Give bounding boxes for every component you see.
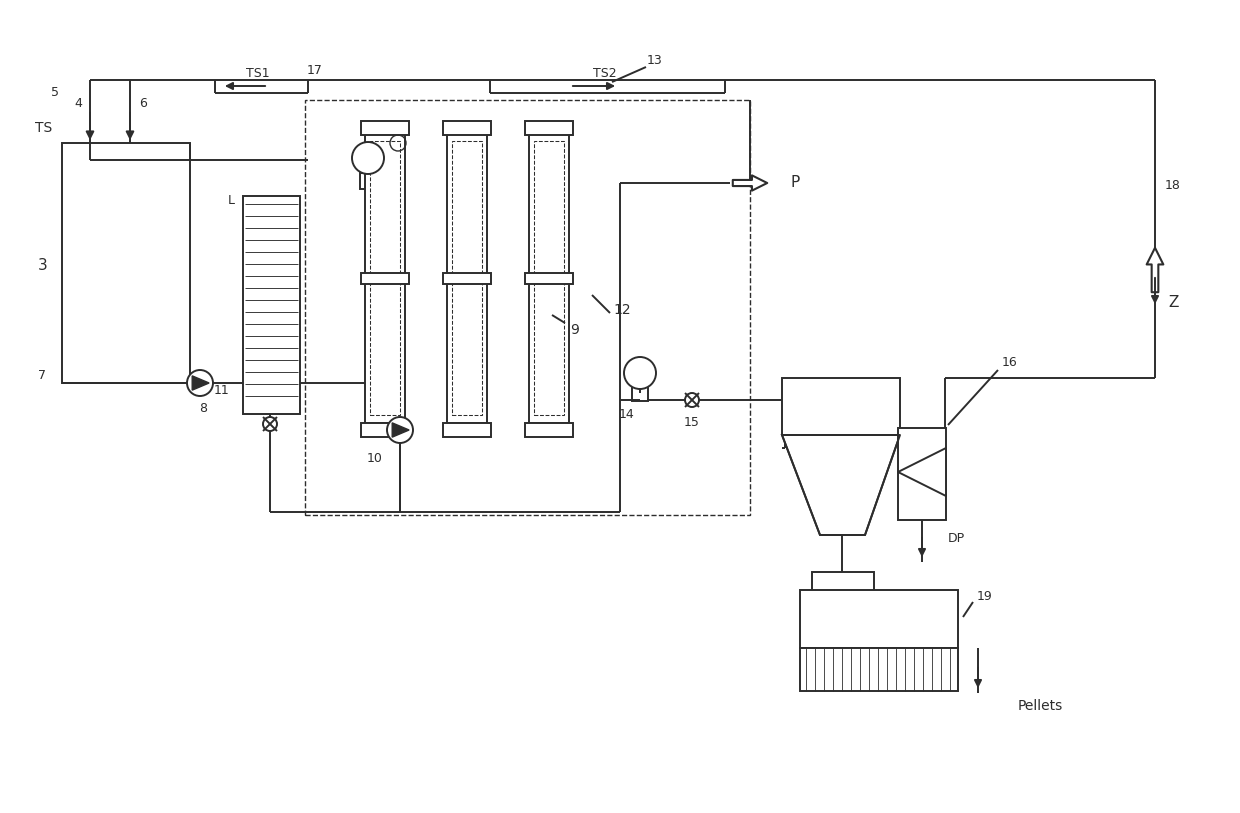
Bar: [812, 572, 874, 620]
Text: 3: 3: [38, 258, 48, 272]
Text: TS: TS: [35, 121, 52, 135]
Bar: [62, 143, 190, 383]
Bar: [453, 141, 482, 415]
Bar: [443, 273, 491, 284]
Polygon shape: [782, 435, 900, 535]
Bar: [525, 423, 573, 437]
Circle shape: [624, 357, 656, 389]
Circle shape: [187, 370, 213, 396]
Bar: [529, 133, 569, 423]
Text: 9: 9: [570, 323, 579, 337]
Text: 10: 10: [367, 451, 383, 464]
Text: 6: 6: [139, 97, 146, 110]
Bar: [370, 141, 401, 415]
Bar: [534, 141, 564, 415]
Bar: [898, 428, 946, 520]
Text: 13: 13: [647, 54, 663, 67]
Bar: [361, 273, 409, 284]
Polygon shape: [898, 448, 946, 496]
Bar: [243, 196, 300, 414]
Bar: [632, 385, 649, 401]
Text: 17: 17: [308, 63, 322, 76]
Polygon shape: [192, 376, 210, 390]
Text: L: L: [227, 193, 234, 207]
Text: 7: 7: [38, 368, 46, 381]
Text: 12: 12: [614, 303, 631, 317]
Bar: [782, 378, 900, 435]
Bar: [800, 648, 959, 691]
Bar: [525, 273, 573, 284]
Bar: [443, 423, 491, 437]
Text: 18: 18: [1166, 179, 1180, 192]
Bar: [800, 590, 959, 648]
Text: 5: 5: [51, 85, 60, 98]
Text: P: P: [791, 175, 800, 189]
Text: 14: 14: [619, 407, 635, 420]
Circle shape: [352, 142, 384, 174]
Text: 19: 19: [977, 590, 993, 603]
Text: TS1: TS1: [247, 67, 270, 80]
Bar: [365, 133, 405, 423]
Bar: [305, 100, 750, 515]
Bar: [361, 121, 409, 135]
Text: TS2: TS2: [593, 67, 616, 80]
Text: DP: DP: [949, 532, 965, 545]
Bar: [361, 423, 409, 437]
Bar: [446, 133, 487, 423]
Polygon shape: [392, 423, 409, 437]
Circle shape: [387, 417, 413, 443]
Text: Z: Z: [1168, 294, 1178, 310]
Text: Pellets: Pellets: [1018, 699, 1063, 713]
Text: 8: 8: [198, 402, 207, 415]
Text: 11: 11: [215, 384, 229, 397]
Text: 16: 16: [1002, 355, 1018, 368]
Text: 4: 4: [74, 97, 82, 110]
Text: 15: 15: [684, 415, 699, 428]
Bar: [525, 121, 573, 135]
Bar: [443, 121, 491, 135]
Bar: [360, 173, 376, 189]
